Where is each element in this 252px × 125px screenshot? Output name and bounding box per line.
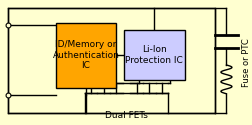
Text: Fuse or PTC: Fuse or PTC [241,38,250,87]
Text: Li-Ion
Protection IC: Li-Ion Protection IC [125,45,182,65]
Bar [8,8,214,113]
Text: Dual FETs: Dual FETs [105,111,147,120]
Bar [123,30,184,80]
Bar [55,22,116,88]
Text: ID/Memory or
Authentication
IC: ID/Memory or Authentication IC [52,40,119,70]
